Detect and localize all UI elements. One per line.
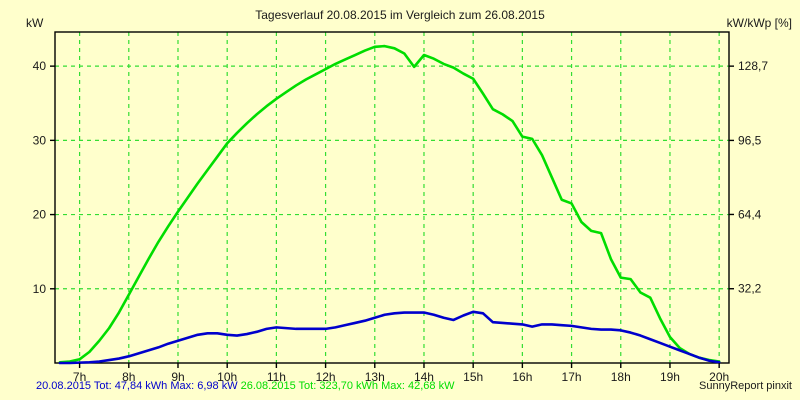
tick-label-bottom: 16h (512, 370, 532, 384)
series-line-20-08-2015 (58, 310, 721, 365)
tick-label-bottom: 20h (709, 370, 729, 384)
tick-label-bottom: 17h (562, 370, 582, 384)
legend-item-26-08-2015: 26.08.2015 Tot: 323,70 kWh Max: 42,68 kW (240, 380, 455, 392)
tick-label-right: 64,4 (738, 207, 762, 221)
tick-label-bottom: 11h (267, 370, 286, 384)
tick-label-bottom: 15h (463, 370, 483, 384)
tick-label-left: 10 (33, 282, 47, 296)
tick-label-left: 30 (33, 133, 47, 147)
tick-label-bottom: 10h (217, 370, 237, 384)
left-axis-unit-label: kW (26, 16, 44, 30)
chart-footer: 20.08.2015 Tot: 47,84 kWh Max: 6,98 kW 2… (0, 380, 800, 396)
credit-label: SunnyReport pinxit (699, 380, 792, 392)
right-axis-unit-label: kW/kWp [%] (726, 16, 792, 30)
tick-label-right: 32,2 (738, 282, 762, 296)
tick-label-bottom: 8h (122, 370, 135, 384)
tick-label-bottom: 19h (660, 370, 680, 384)
plot-frame (54, 31, 730, 364)
tick-label-left: 40 (33, 59, 47, 73)
tick-label-right: 128,7 (738, 59, 768, 73)
tick-label-bottom: 9h (171, 370, 184, 384)
tick-label-right: 96,5 (738, 133, 762, 147)
series-line-26-08-2015 (58, 44, 721, 364)
tick-label-bottom: 12h (316, 370, 336, 384)
legend: 20.08.2015 Tot: 47,84 kWh Max: 6,98 kW 2… (36, 380, 454, 392)
legend-item-20-08-2015: 20.08.2015 Tot: 47,84 kWh Max: 6,98 kW (36, 380, 238, 392)
tick-label-bottom: 7h (73, 370, 86, 384)
tick-label-left: 20 (33, 208, 47, 222)
tick-label-bottom: 14h (414, 370, 434, 384)
tick-label-bottom: 18h (611, 370, 631, 384)
page-title: Tagesverlauf 20.08.2015 im Vergleich zum… (255, 8, 545, 22)
tick-label-bottom: 13h (365, 370, 385, 384)
